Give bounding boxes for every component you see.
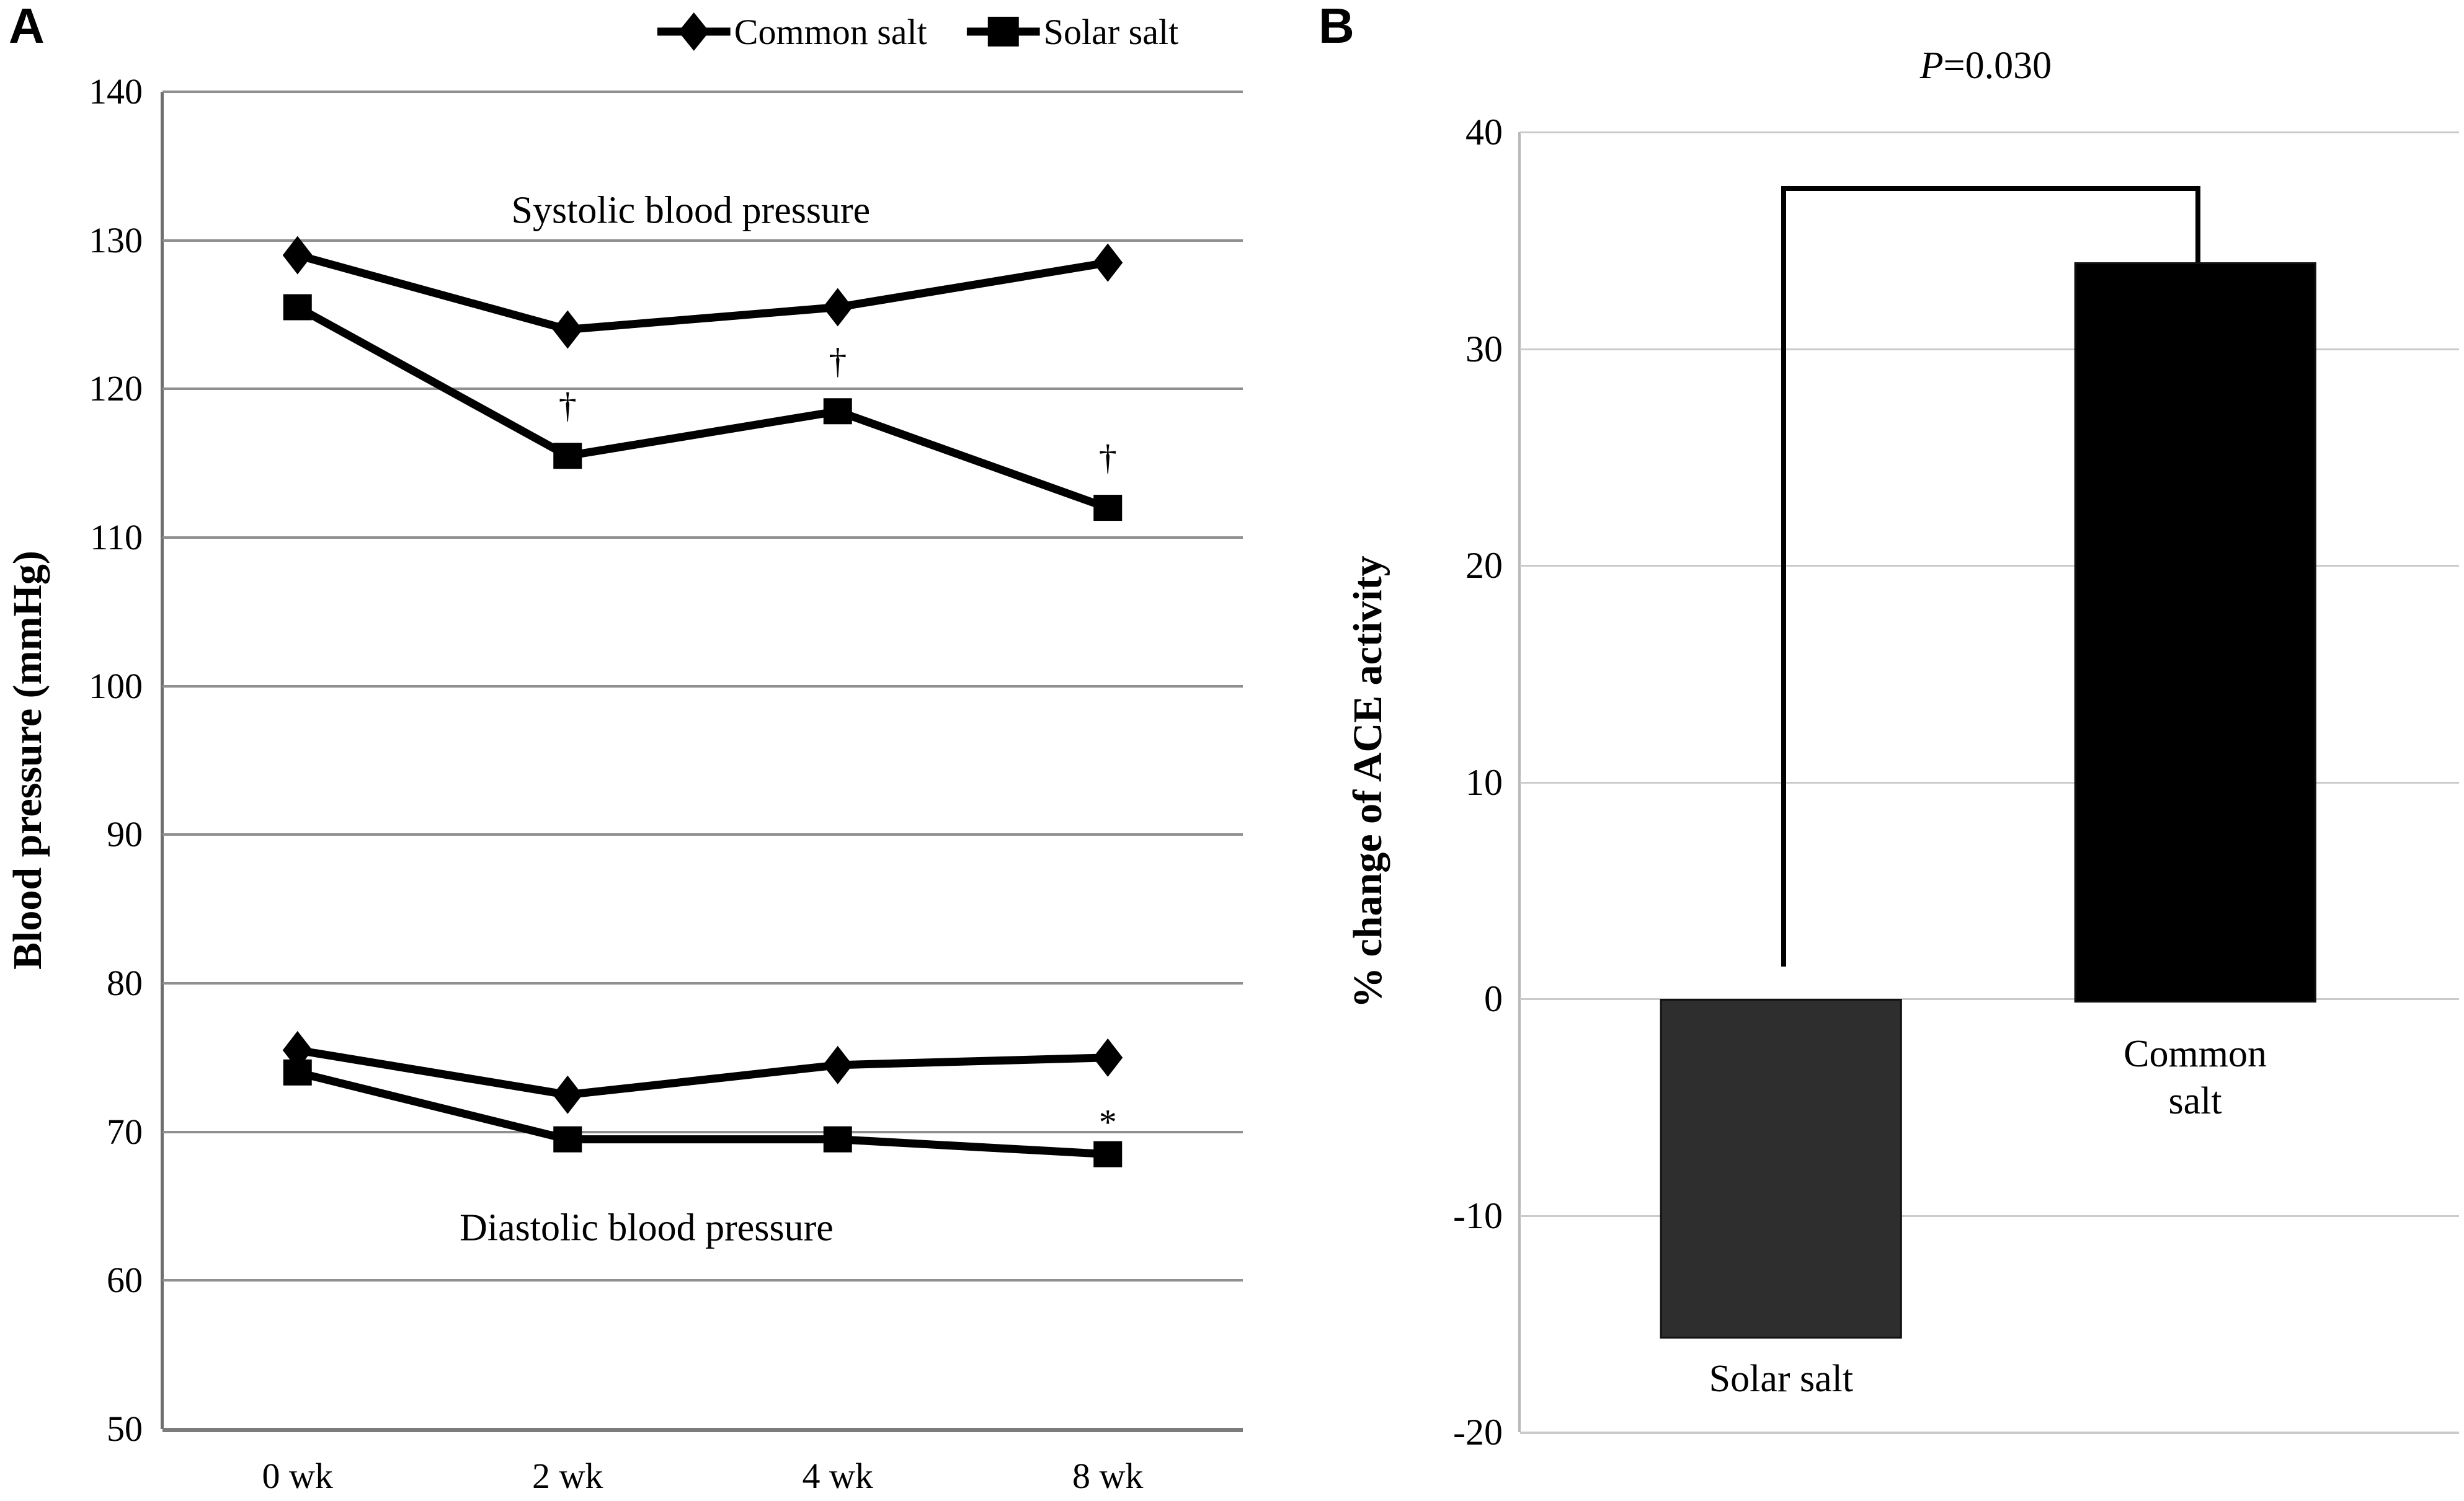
p-value: =0.030: [1943, 45, 2052, 87]
data-point-square: [553, 1126, 582, 1153]
data-point-square: [283, 1059, 312, 1086]
gridline-120: [162, 387, 1243, 391]
data-point-diamond: [282, 236, 313, 275]
y-tick-90: 90: [107, 814, 143, 855]
y-tick-80: 80: [107, 963, 143, 1003]
asterisk-annotation: *: [1099, 1102, 1117, 1143]
legend-label: Solar salt: [1043, 11, 1179, 52]
data-point-square: [823, 1126, 852, 1153]
line-series-canvas: † † † *: [282, 236, 1123, 1167]
panel-a-y-axis-line: [161, 92, 164, 1429]
gridline-10: [1520, 781, 2459, 784]
legend-item-solar-salt: Solar salt: [966, 10, 1179, 53]
panel-a-label: A: [9, 0, 45, 53]
square-marker-icon: [966, 17, 1040, 46]
data-point-square: [1093, 1141, 1123, 1167]
bar-label-common-salt: Common salt: [2124, 1033, 2267, 1122]
p-value-label: P=0.030: [1920, 44, 2052, 88]
gridline-100: [162, 684, 1243, 688]
data-point-square: [823, 398, 852, 425]
x-tick-4-wk: 4 wk: [802, 1456, 873, 1496]
y-tick-120: 120: [89, 368, 143, 409]
data-point-diamond: [553, 1075, 583, 1114]
p-symbol: P: [1919, 45, 1944, 87]
gridline-0: [1520, 998, 2459, 1000]
bracket-horizontal: [1781, 186, 2200, 192]
bracket-left-leg: [1781, 186, 1786, 967]
y-tick-140: 140: [89, 71, 143, 112]
bar-solar-salt: [1660, 999, 1903, 1339]
gridline-60: [162, 1279, 1243, 1282]
data-point-square: [1093, 495, 1123, 521]
data-point-diamond: [1093, 243, 1123, 282]
dagger-annotation: †: [559, 385, 577, 425]
blood-pressure-line-chart: Blood pressure (mmHg) 140 130 120 110 100 90 8…: [5, 74, 1243, 1496]
y-tick-0: 0: [1484, 978, 1503, 1019]
y-tick-20: 20: [1466, 545, 1503, 586]
data-point-diamond: [822, 1045, 853, 1084]
systolic-group-title: Systolic blood pressure: [511, 189, 871, 232]
y-tick-100: 100: [89, 665, 143, 706]
legend-item-common-salt: Common salt: [657, 10, 927, 53]
gridline-140: [162, 91, 1243, 93]
gridline-30: [1520, 348, 2459, 350]
y-tick-40: 40: [1466, 112, 1503, 153]
y-tick-110: 110: [90, 517, 143, 557]
y-tick-70: 70: [107, 1111, 143, 1152]
diastolic-group-title: Diastolic blood pressure: [460, 1207, 834, 1249]
bar-label-solar-salt: Solar salt: [1709, 1357, 1854, 1400]
series-line-solar-salt-systolic: [295, 303, 1110, 512]
data-point-square: [283, 294, 312, 321]
y-tick--10: -10: [1453, 1195, 1503, 1236]
ace-activity-bar-chart: % change of ACE activity 40 30 20 10 0 -10 -20…: [1345, 45, 2459, 1451]
series-line-common-salt-diastolic: [296, 1046, 1108, 1099]
data-point-square: [553, 443, 582, 469]
bracket-right-leg: [2195, 186, 2200, 262]
y-tick-60: 60: [107, 1260, 143, 1301]
gridline-90: [162, 833, 1243, 836]
data-point-diamond: [1093, 1038, 1123, 1077]
gridline-80: [162, 982, 1243, 985]
gridline-50: [162, 1428, 1243, 1432]
gridline--20: [1520, 1432, 2459, 1434]
panel-b-y-axis-label: % change of ACE activity: [1345, 556, 1390, 1009]
y-tick-130: 130: [89, 219, 143, 260]
data-point-diamond: [822, 288, 853, 327]
gridline--10: [1520, 1215, 2459, 1217]
panel-b-label: B: [1319, 0, 1354, 53]
panel-a-y-axis-label: Blood pressure (mmHg): [5, 551, 50, 970]
panel-b-y-axis-line: [1518, 132, 1521, 1432]
gridline-40: [1520, 131, 2459, 133]
gridline-130: [162, 239, 1243, 242]
y-tick-30: 30: [1466, 328, 1503, 370]
y-tick-50: 50: [107, 1409, 143, 1449]
gridline-110: [162, 536, 1243, 539]
gridline-20: [1520, 565, 2459, 567]
dagger-annotation: †: [829, 340, 847, 381]
x-tick-2-wk: 2 wk: [532, 1456, 603, 1496]
x-tick-0-wk: 0 wk: [262, 1456, 333, 1496]
y-tick-10: 10: [1466, 761, 1503, 803]
dagger-annotation: †: [1099, 437, 1117, 477]
data-point-diamond: [553, 310, 583, 349]
bar-common-salt: [2074, 262, 2316, 1003]
legend-label: Common salt: [734, 11, 927, 52]
legend: Common salt Solar salt: [657, 10, 1178, 53]
series-line-solar-salt-diastolic: [296, 1068, 1108, 1159]
gridline-70: [162, 1130, 1243, 1133]
series-line-common-salt-systolic: [296, 251, 1109, 334]
x-tick-8-wk: 8 wk: [1072, 1456, 1144, 1496]
diamond-marker-icon: [657, 12, 731, 51]
y-tick--20: -20: [1453, 1412, 1503, 1453]
